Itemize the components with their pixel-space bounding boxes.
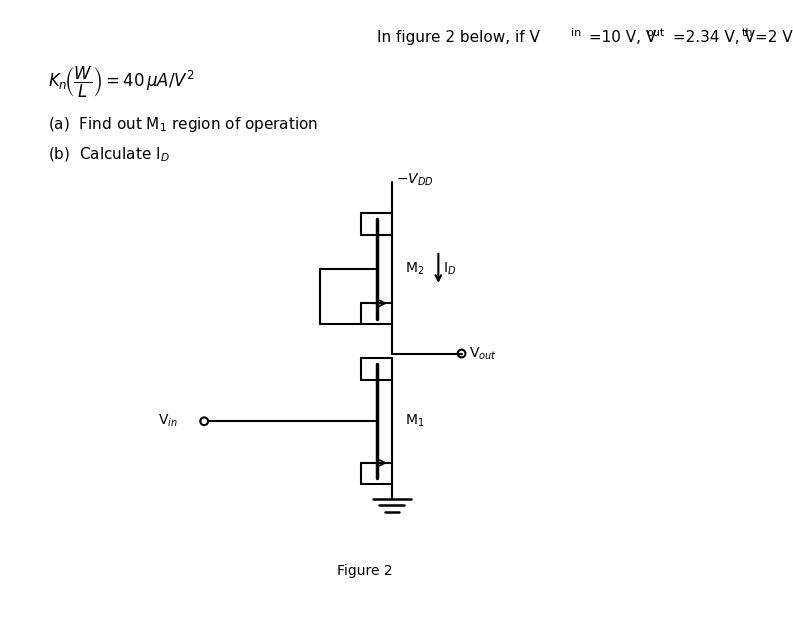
Text: I$_D$: I$_D$ [443,260,457,277]
Text: M$_1$: M$_1$ [405,413,425,430]
Text: =2 V: =2 V [755,30,792,45]
Text: In figure 2 below, if V: In figure 2 below, if V [377,30,540,45]
Text: Figure 2: Figure 2 [337,565,393,578]
Text: $-V_{DD}$: $-V_{DD}$ [396,171,434,188]
Text: $K_n\!\left(\dfrac{W}{L}\right) = 40\,\mu A/V^2$: $K_n\!\left(\dfrac{W}{L}\right) = 40\,\m… [48,65,195,100]
Text: (a)  Find out M$_1$ region of operation: (a) Find out M$_1$ region of operation [48,115,319,134]
Text: =10 V, V: =10 V, V [584,30,656,45]
Text: =2.34 V, V: =2.34 V, V [668,30,755,45]
Text: in: in [571,28,581,38]
Text: out: out [646,28,665,38]
Text: V$_{out}$: V$_{out}$ [469,345,497,361]
Text: V$_{in}$: V$_{in}$ [158,413,178,430]
Text: (b)  Calculate I$_D$: (b) Calculate I$_D$ [48,146,170,165]
Text: M$_2$: M$_2$ [405,260,425,277]
Text: th: th [742,28,753,38]
